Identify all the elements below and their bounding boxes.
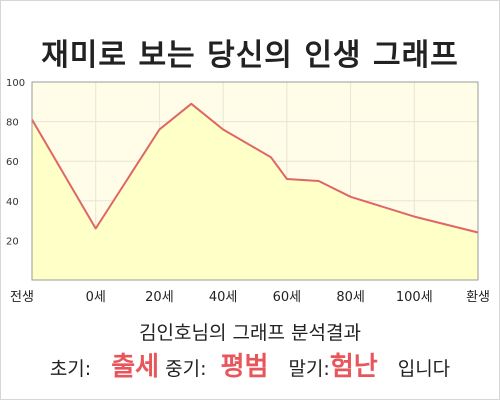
analysis-result: 초기: 출세 중기: 평범 말기:험난 입니다: [0, 346, 500, 383]
life-graph-chart: 20 40 60 80 100 전생 0세 20세 40세 60세 80세 100세 환생: [6, 78, 490, 305]
early-label: 초기:: [49, 358, 92, 380]
series-line: [31, 102, 479, 234]
page-title: 재미로 보는 당신의 인생 그래프: [41, 38, 459, 73]
x-tick-label: 60세: [273, 290, 302, 305]
late-value: 험난: [329, 352, 378, 382]
y-tick-label: 40: [6, 197, 19, 208]
x-tick-label: 80세: [336, 290, 365, 305]
plot-border: [31, 81, 479, 281]
y-tick-label: 80: [6, 118, 19, 129]
x-tick-label: 환생: [466, 290, 490, 305]
x-axis: 전생 0세 20세 40세 60세 80세 100세 환생: [10, 290, 490, 305]
x-tick-label: 40세: [209, 290, 238, 305]
early-value: 출세: [111, 352, 160, 382]
y-tick-label: 60: [6, 157, 19, 168]
series-area: [32, 103, 478, 280]
y-tick-label: 20: [6, 236, 19, 247]
x-tick-label: 100세: [396, 290, 433, 305]
mid-value: 평범: [220, 352, 269, 382]
x-tick-label: 0세: [86, 290, 106, 305]
analysis-subtitle: 김인호님의 그래프 분석결과: [139, 322, 361, 344]
y-axis: 20 40 60 80 100: [6, 78, 25, 247]
y-tick-label: 100: [6, 78, 25, 89]
late-label: 말기:: [288, 358, 330, 380]
x-tick-label: 전생: [10, 290, 34, 305]
ending-text: 입니다: [397, 358, 451, 380]
mid-label: 중기:: [165, 358, 207, 380]
x-tick-label: 20세: [145, 290, 174, 305]
